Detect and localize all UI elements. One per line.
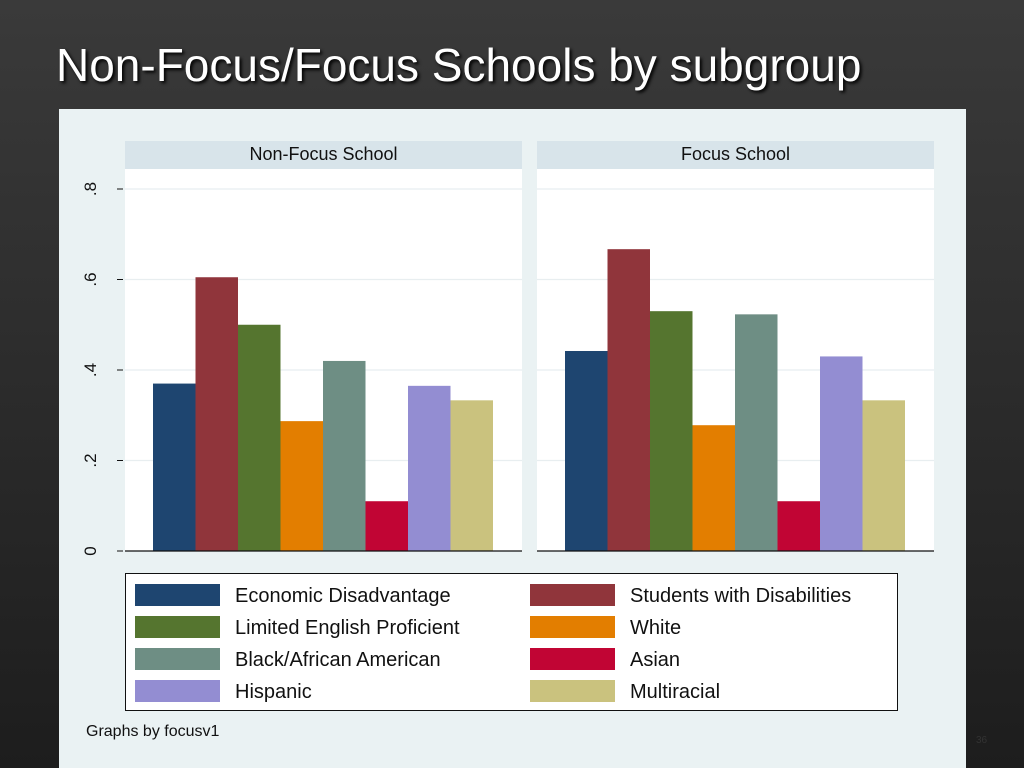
bar	[650, 311, 693, 551]
bar	[862, 400, 905, 551]
legend-swatch	[135, 648, 220, 670]
bar	[408, 385, 451, 551]
legend-swatch	[530, 616, 615, 638]
y-tick-label: .6	[81, 272, 100, 286]
chart-figure: Non-Focus School Focus School 0 .2 .4 .6 .8 Ec…	[59, 109, 966, 768]
legend-label: Students with Disabilities	[630, 585, 852, 607]
legend-label: Limited English Proficient	[235, 617, 460, 639]
chart-legend: Economic Disadvantage Students with Disab…	[125, 573, 898, 711]
bar-chart: Non-Focus School Focus School 0 .2 .4 .6 .8	[81, 141, 934, 556]
bar	[195, 277, 238, 551]
page-number: 36	[976, 735, 988, 746]
panel-header-label: Non-Focus School	[249, 144, 397, 164]
legend-label: Multiracial	[630, 681, 721, 703]
slide-title: Non-Focus/Focus Schools by subgroup	[56, 39, 862, 91]
panel-header	[537, 141, 934, 169]
graphs-by-note: Graphs by focusv1	[86, 723, 220, 740]
y-tick-label: .4	[81, 363, 100, 377]
bar	[820, 356, 863, 551]
bar	[450, 400, 493, 551]
legend-swatch	[135, 616, 220, 638]
legend-label: Black/African American	[235, 649, 441, 671]
panel-header	[125, 141, 522, 169]
legend-swatch	[530, 680, 615, 702]
legend-label: Asian	[630, 649, 681, 671]
legend-label: Hispanic	[235, 681, 312, 703]
bar	[153, 383, 196, 551]
bar	[607, 249, 650, 551]
bar	[777, 501, 820, 551]
bar	[280, 421, 323, 551]
bar	[565, 350, 608, 551]
legend-label: Economic Disadvantage	[235, 585, 451, 607]
bar	[365, 501, 408, 551]
bar	[238, 324, 281, 551]
legend-swatch	[135, 680, 220, 702]
y-tick-label: .2	[81, 453, 100, 467]
bar	[692, 425, 735, 551]
legend-swatch	[530, 648, 615, 670]
y-tick-label: .8	[81, 182, 100, 196]
bar	[735, 314, 778, 551]
legend-swatch	[135, 584, 220, 606]
bar	[323, 360, 366, 551]
panel-header-label: Focus School	[681, 144, 790, 164]
legend-swatch	[530, 584, 615, 606]
legend-label: White	[630, 617, 682, 639]
y-tick-label: 0	[81, 546, 100, 555]
